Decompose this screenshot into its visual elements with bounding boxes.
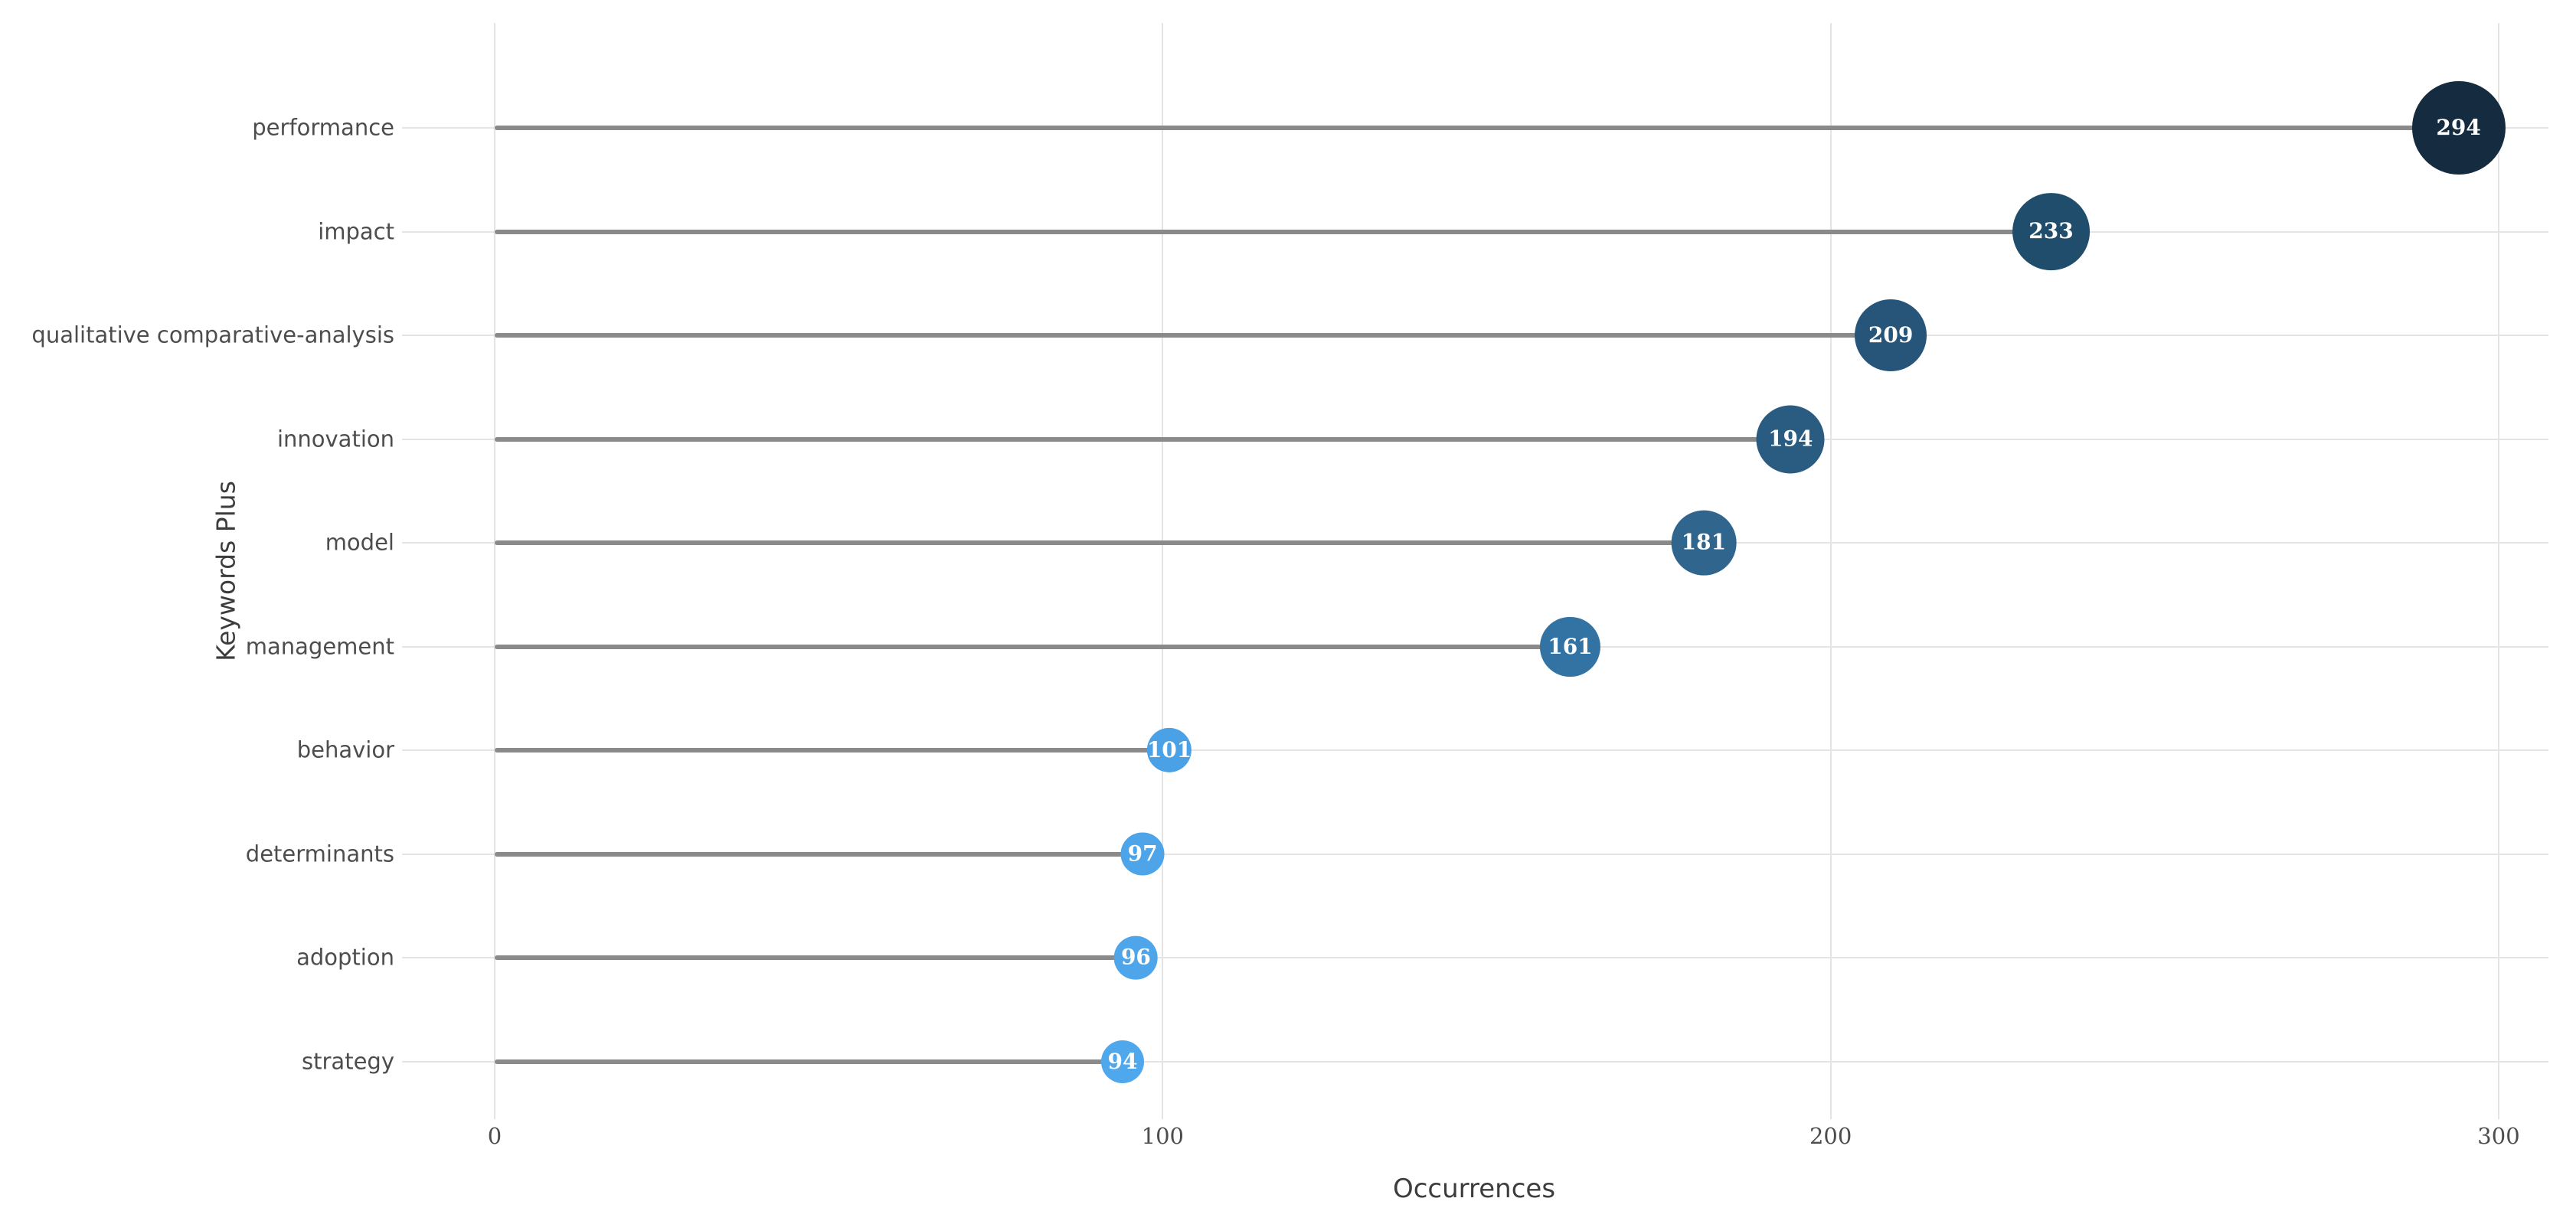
value-bubble: 97 xyxy=(1120,832,1165,876)
value-bubble: 96 xyxy=(1114,935,1158,980)
value-label: 94 xyxy=(1107,1048,1138,1074)
category-label: impact xyxy=(318,218,394,244)
value-bubble: 94 xyxy=(1100,1040,1144,1083)
x-tick-label: 0 xyxy=(487,1123,502,1149)
value-label: 294 xyxy=(2436,115,2481,140)
value-label: 97 xyxy=(1127,841,1158,867)
lollipop-stem xyxy=(495,851,1143,857)
row-gridline xyxy=(402,1060,2548,1063)
category-label: performance xyxy=(252,114,394,141)
category-label: behavior xyxy=(296,736,394,763)
value-bubble: 194 xyxy=(1756,405,1825,473)
value-bubble: 101 xyxy=(1146,727,1192,773)
value-label: 101 xyxy=(1146,736,1192,762)
lollipop-stem xyxy=(495,126,2459,130)
lollipop-stem xyxy=(495,748,1170,753)
x-gridline xyxy=(1162,23,1164,1119)
value-bubble: 209 xyxy=(1855,299,1927,371)
lollipop-stem xyxy=(495,436,1791,442)
x-gridline xyxy=(2497,23,2499,1119)
lollipop-stem xyxy=(495,644,1571,649)
value-label: 209 xyxy=(1868,322,1914,348)
row-gridline xyxy=(402,853,2548,855)
x-gridline xyxy=(494,23,495,1119)
x-tick-label: 200 xyxy=(1809,1123,1852,1149)
x-axis-title: Occurrences xyxy=(1392,1174,1556,1204)
category-label: adoption xyxy=(296,944,394,971)
lollipop-stem xyxy=(495,955,1136,960)
value-label: 96 xyxy=(1120,945,1151,970)
lollipop-stem xyxy=(495,540,1704,545)
category-label: strategy xyxy=(302,1048,394,1074)
category-label: model xyxy=(325,529,394,556)
x-tick-label: 100 xyxy=(1141,1123,1185,1149)
value-label: 161 xyxy=(1548,633,1593,659)
value-label: 233 xyxy=(2028,218,2074,244)
category-label: innovation xyxy=(276,426,394,452)
value-label: 181 xyxy=(1681,529,1727,555)
value-label: 194 xyxy=(1768,426,1813,452)
value-bubble: 161 xyxy=(1540,616,1600,677)
lollipop-stem xyxy=(495,229,2051,234)
y-axis-title: Keywords Plus xyxy=(211,481,241,661)
value-bubble: 233 xyxy=(2012,192,2091,271)
value-bubble: 181 xyxy=(1671,510,1737,576)
row-gridline xyxy=(402,749,2548,751)
x-gridline xyxy=(1829,23,1832,1119)
lollipop-stem xyxy=(495,1059,1123,1064)
category-label: management xyxy=(245,633,394,659)
lollipop-stem xyxy=(495,333,1891,338)
row-gridline xyxy=(402,957,2548,958)
value-bubble: 294 xyxy=(2411,81,2506,175)
category-label: determinants xyxy=(245,841,394,867)
category-label: qualitative comparative-analysis xyxy=(31,322,394,348)
x-tick-label: 300 xyxy=(2477,1123,2520,1149)
